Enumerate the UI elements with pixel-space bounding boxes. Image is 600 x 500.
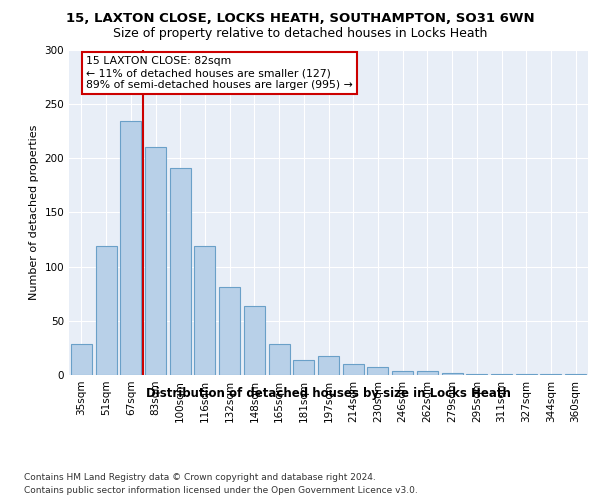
Bar xyxy=(417,370,438,375)
Text: Contains HM Land Registry data © Crown copyright and database right 2024.: Contains HM Land Registry data © Crown c… xyxy=(24,472,376,482)
Bar xyxy=(466,374,487,375)
Bar xyxy=(219,287,240,375)
Text: 15, LAXTON CLOSE, LOCKS HEATH, SOUTHAMPTON, SO31 6WN: 15, LAXTON CLOSE, LOCKS HEATH, SOUTHAMPT… xyxy=(65,12,535,26)
Bar xyxy=(244,306,265,375)
Bar xyxy=(565,374,586,375)
Bar xyxy=(367,368,388,375)
Text: Size of property relative to detached houses in Locks Heath: Size of property relative to detached ho… xyxy=(113,28,487,40)
Bar xyxy=(442,373,463,375)
Bar xyxy=(318,356,339,375)
Bar xyxy=(343,364,364,375)
Bar xyxy=(491,374,512,375)
Text: 15 LAXTON CLOSE: 82sqm
← 11% of detached houses are smaller (127)
89% of semi-de: 15 LAXTON CLOSE: 82sqm ← 11% of detached… xyxy=(86,56,353,90)
Bar xyxy=(293,360,314,375)
Bar xyxy=(95,246,116,375)
Bar xyxy=(541,374,562,375)
Bar xyxy=(170,168,191,375)
Bar xyxy=(269,344,290,375)
Bar xyxy=(120,122,141,375)
Bar xyxy=(145,148,166,375)
Text: Contains public sector information licensed under the Open Government Licence v3: Contains public sector information licen… xyxy=(24,486,418,495)
Bar xyxy=(194,246,215,375)
Y-axis label: Number of detached properties: Number of detached properties xyxy=(29,125,39,300)
Text: Distribution of detached houses by size in Locks Heath: Distribution of detached houses by size … xyxy=(146,388,511,400)
Bar xyxy=(516,374,537,375)
Bar xyxy=(71,344,92,375)
Bar xyxy=(392,370,413,375)
